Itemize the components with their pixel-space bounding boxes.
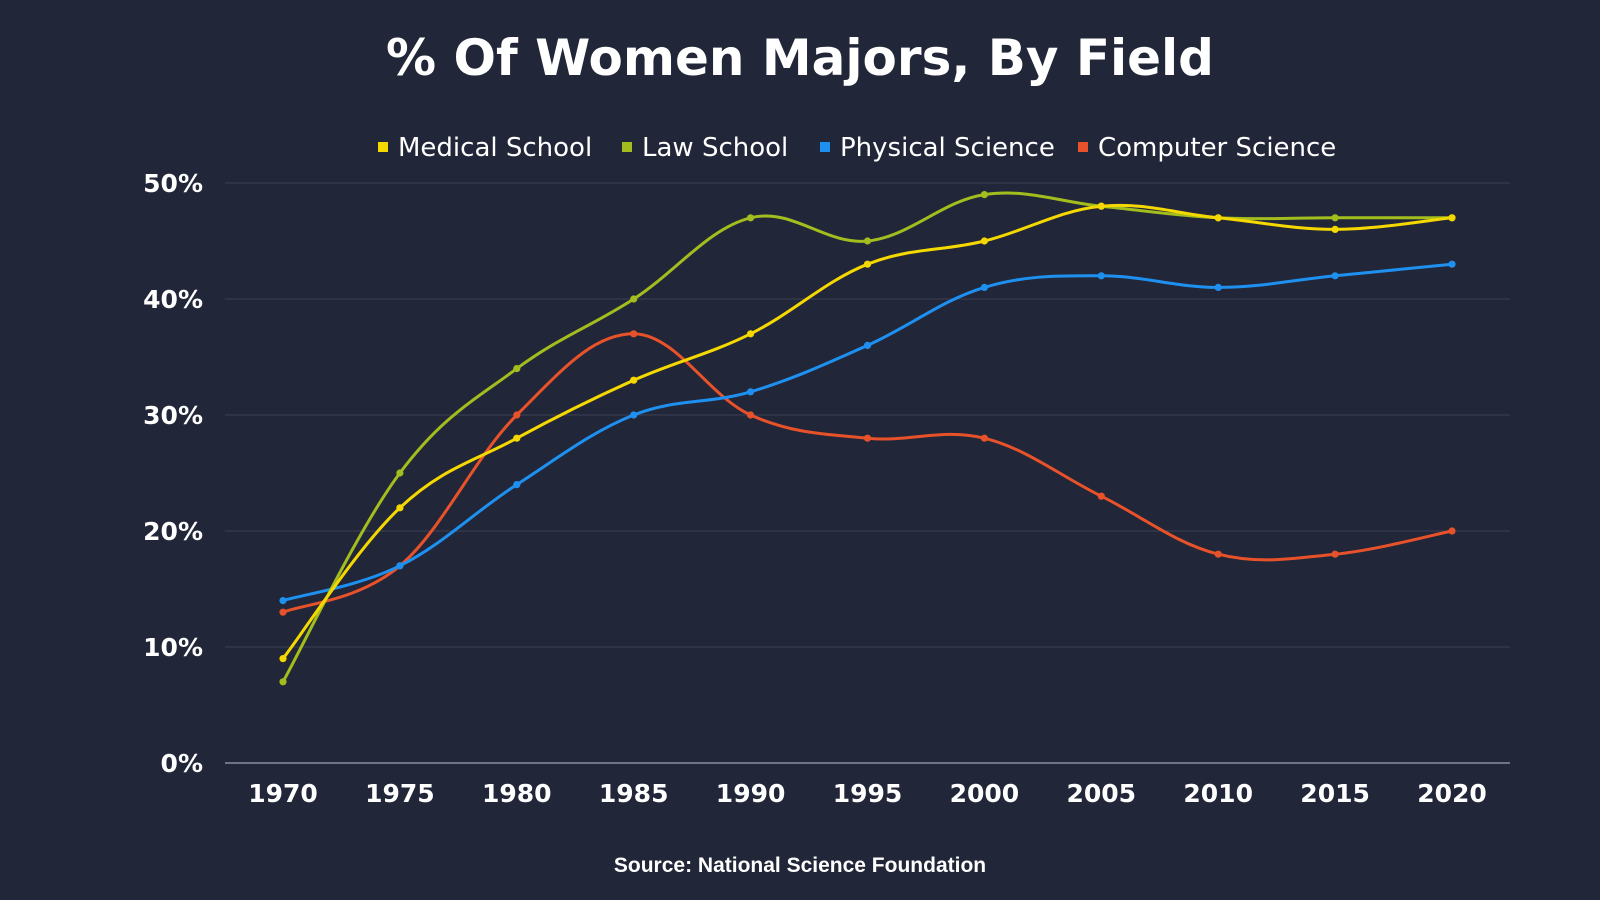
y-tick-label: 30% [143,401,203,430]
data-point-computer-science [1448,527,1456,535]
legend-swatch [1078,142,1088,152]
data-point-computer-science [279,608,287,616]
data-point-medical-school [513,434,521,442]
data-point-medical-school [1214,214,1222,222]
x-tick-label: 2020 [1417,779,1487,808]
legend: Medical School Law School Physical Science… [378,133,1336,163]
data-point-law-school [747,214,755,222]
chart-title: % Of Women Majors, By Field [386,29,1214,87]
data-point-law-school [1331,214,1339,222]
data-point-physical-science [863,341,872,349]
x-tick-label: 1970 [248,779,318,808]
gridlines [225,182,1510,648]
data-point-computer-science [980,434,989,442]
data-point-law-school [980,191,989,199]
series-line-computer-science [281,332,1454,614]
x-tick-label: 2005 [1067,779,1137,808]
data-point-medical-school [1097,202,1105,210]
legend-label: Medical School [398,133,592,163]
data-point-physical-science [396,562,404,570]
data-point-law-school [279,678,287,686]
y-tick-label: 0% [161,749,203,778]
series-medical-school [279,202,1456,663]
series-computer-science [279,330,1456,616]
data-point-computer-science [863,434,872,442]
data-point-physical-science [1448,260,1456,268]
y-tick-label: 20% [143,517,203,546]
data-point-medical-school [1331,225,1339,233]
x-tick-label: 1975 [365,779,435,808]
y-tick-label: 10% [143,633,203,662]
y-axis: 0% 10% 20% 30% 40% 50% [143,169,203,778]
legend-item-medical-school: Medical School [378,133,592,163]
y-tick-label: 50% [143,169,203,198]
data-point-computer-science [630,330,638,338]
x-axis: 1970 1975 1980 1985 1990 1995 2000 2005 2010 2015… [225,762,1510,808]
legend-item-computer-science: Computer Science [1078,133,1336,163]
x-tick-label: 1995 [833,779,903,808]
data-point-physical-science [630,411,638,419]
legend-swatch [820,142,830,152]
data-point-computer-science [1331,550,1339,558]
data-point-law-school [513,365,521,373]
x-tick-label: 1980 [482,779,552,808]
data-point-physical-science [747,388,755,396]
x-tick-label: 2000 [950,779,1020,808]
data-point-medical-school [279,655,287,663]
legend-item-law-school: Law School [622,133,788,163]
series-physical-science [279,260,1456,605]
data-point-law-school [630,295,638,303]
data-point-law-school [396,469,404,477]
series-line-physical-science [281,262,1454,603]
source-note: Source: National Science Foundation [614,854,986,877]
data-point-computer-science [1214,550,1222,558]
legend-swatch [622,142,632,152]
data-point-law-school [863,237,872,245]
data-point-physical-science [279,597,287,605]
x-tick-label: 1990 [716,779,786,808]
data-point-computer-science [513,411,521,419]
series-line-medical-school [281,203,1454,661]
x-tick-label: 2015 [1300,779,1370,808]
series-group [279,191,1456,686]
data-point-medical-school [747,330,755,338]
data-point-medical-school [1448,214,1456,222]
data-point-physical-science [1331,272,1339,280]
x-tick-label: 2010 [1183,779,1253,808]
data-point-medical-school [396,504,404,512]
legend-swatch [378,142,388,152]
data-point-medical-school [863,260,872,268]
data-point-computer-science [747,411,755,419]
y-tick-label: 40% [143,285,203,314]
data-point-physical-science [980,283,989,291]
data-point-physical-science [1097,272,1105,280]
data-point-computer-science [1097,492,1105,500]
legend-label: Computer Science [1098,133,1336,163]
legend-label: Law School [642,133,788,163]
legend-label: Physical Science [840,133,1055,163]
data-point-medical-school [980,237,989,245]
data-point-physical-science [513,481,521,489]
x-tick-label: 1985 [599,779,669,808]
legend-item-physical-science: Physical Science [820,133,1055,163]
data-point-medical-school [630,376,638,384]
data-point-physical-science [1214,283,1222,291]
